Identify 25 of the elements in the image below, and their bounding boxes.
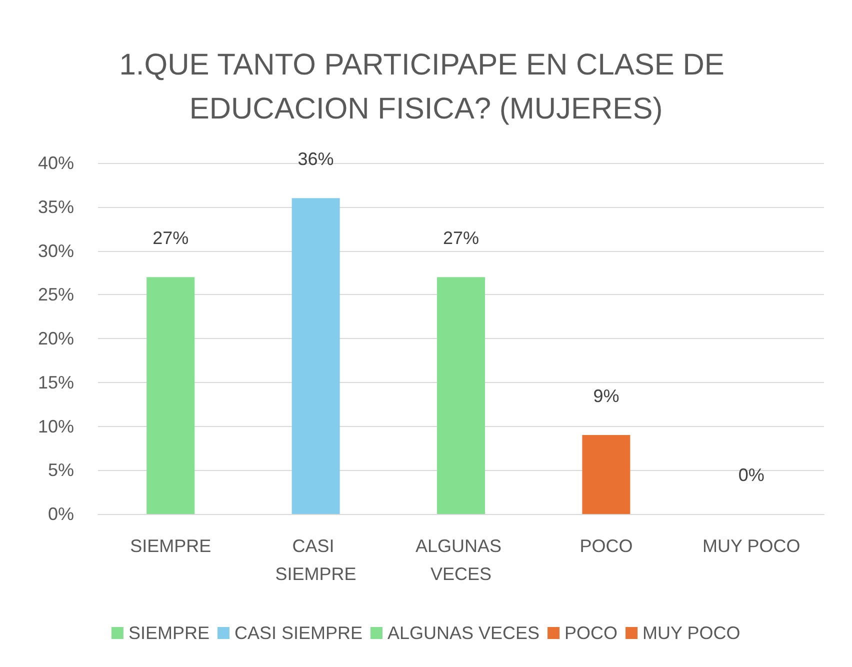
chart-title: 1.QUE TANTO PARTICIPAPE EN CLASE DE EDUCACION FISICA? (MUJERES)	[119, 48, 733, 126]
data-label: 27%	[152, 228, 189, 248]
y-tick-label: 35%	[38, 196, 74, 217]
data-label: 0%	[738, 465, 764, 485]
data-label: 36%	[298, 149, 334, 170]
x-tick-label: ALGUNAS VECES	[415, 536, 507, 584]
x-tick-label: POCO	[580, 536, 633, 556]
x-tick-label: CASI SIEMPRE	[275, 536, 356, 584]
y-tick-label: 25%	[38, 284, 74, 305]
data-label: 27%	[442, 228, 480, 248]
legend-label: CASI SIEMPRE	[234, 623, 362, 643]
data-label: 9%	[593, 386, 620, 406]
x-tick-label: MUY POCO	[702, 536, 800, 556]
y-tick-label: 10%	[38, 416, 74, 436]
y-tick-label: 15%	[38, 372, 74, 392]
legend-label: SIEMPRE	[128, 623, 210, 643]
legend-label: ALGUNAS VECES	[387, 623, 540, 643]
y-tick-label: 5%	[48, 460, 74, 480]
legend-label: POCO	[564, 623, 618, 643]
y-tick-label: 40%	[38, 153, 74, 173]
y-tick-label: 30%	[38, 240, 74, 261]
y-tick-label: 0%	[48, 504, 74, 524]
x-tick-label: SIEMPRE	[130, 536, 212, 556]
legend-label: MUY POCO	[642, 623, 740, 643]
y-tick-label: 20%	[38, 328, 74, 348]
